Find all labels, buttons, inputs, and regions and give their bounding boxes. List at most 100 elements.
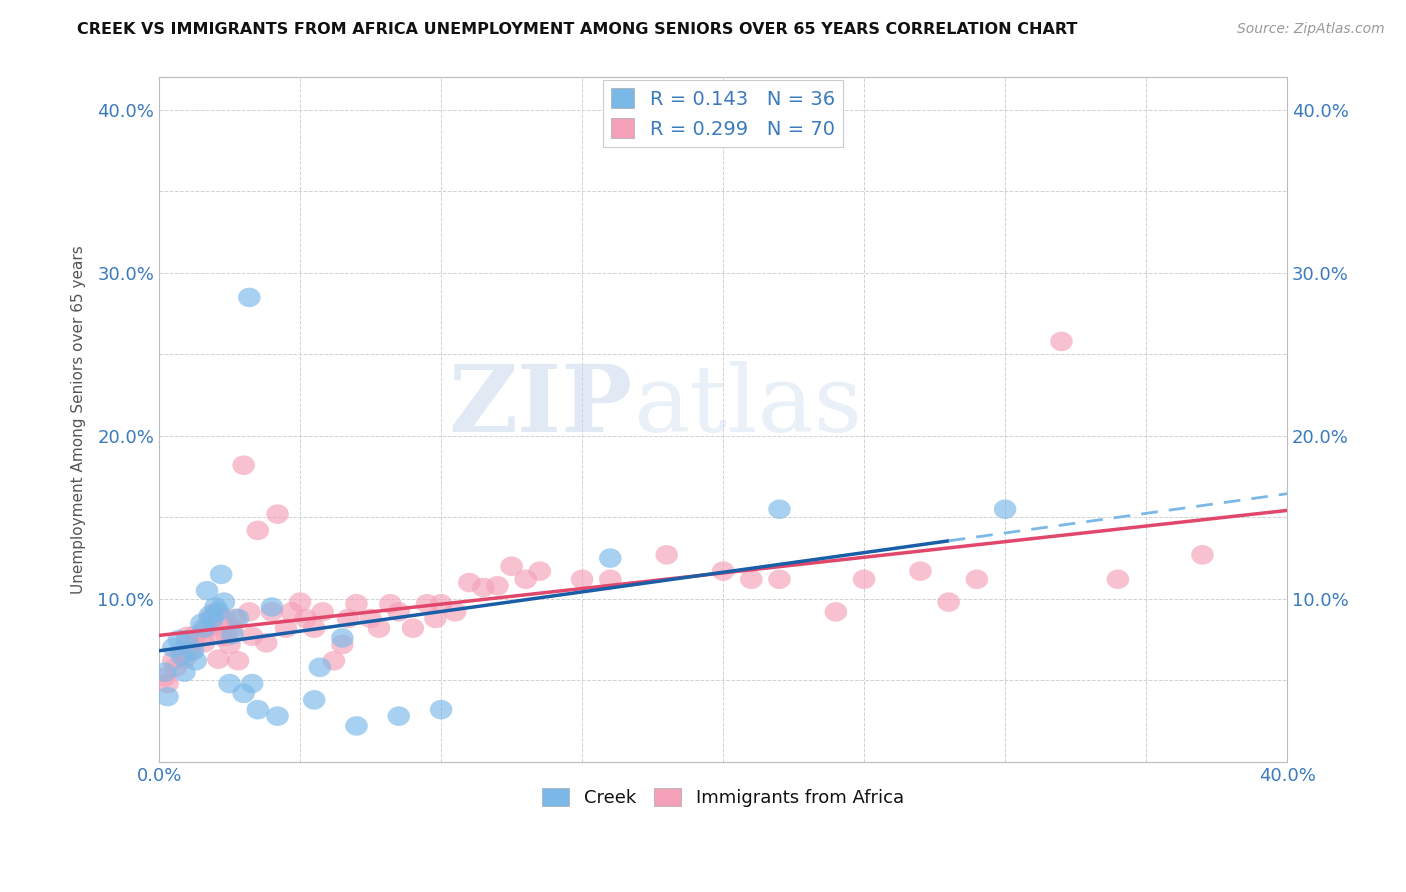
Ellipse shape: [165, 657, 187, 677]
Ellipse shape: [330, 635, 354, 654]
Ellipse shape: [232, 683, 254, 703]
Ellipse shape: [254, 633, 277, 653]
Ellipse shape: [910, 561, 932, 581]
Ellipse shape: [571, 569, 593, 589]
Ellipse shape: [240, 626, 263, 646]
Ellipse shape: [179, 641, 201, 661]
Ellipse shape: [388, 602, 411, 622]
Ellipse shape: [240, 673, 263, 693]
Legend: Creek, Immigrants from Africa: Creek, Immigrants from Africa: [536, 780, 911, 814]
Ellipse shape: [260, 602, 283, 622]
Ellipse shape: [274, 618, 297, 638]
Ellipse shape: [294, 608, 316, 628]
Ellipse shape: [198, 608, 221, 628]
Ellipse shape: [711, 561, 734, 581]
Ellipse shape: [201, 608, 224, 628]
Ellipse shape: [173, 649, 195, 669]
Ellipse shape: [198, 606, 221, 625]
Ellipse shape: [215, 626, 238, 646]
Ellipse shape: [599, 569, 621, 589]
Ellipse shape: [212, 592, 235, 612]
Ellipse shape: [322, 651, 346, 671]
Ellipse shape: [266, 706, 288, 726]
Ellipse shape: [193, 618, 215, 638]
Ellipse shape: [207, 649, 229, 669]
Ellipse shape: [181, 641, 204, 661]
Ellipse shape: [218, 673, 240, 693]
Ellipse shape: [212, 608, 235, 628]
Y-axis label: Unemployment Among Seniors over 65 years: Unemployment Among Seniors over 65 years: [72, 245, 86, 594]
Ellipse shape: [1107, 569, 1129, 589]
Ellipse shape: [195, 618, 218, 638]
Ellipse shape: [501, 557, 523, 576]
Ellipse shape: [288, 592, 311, 612]
Ellipse shape: [824, 602, 848, 622]
Ellipse shape: [209, 565, 232, 584]
Ellipse shape: [311, 602, 335, 622]
Ellipse shape: [388, 706, 411, 726]
Ellipse shape: [153, 667, 176, 687]
Ellipse shape: [184, 625, 207, 644]
Ellipse shape: [346, 594, 368, 614]
Ellipse shape: [176, 626, 198, 646]
Ellipse shape: [486, 576, 509, 596]
Ellipse shape: [221, 618, 243, 638]
Ellipse shape: [238, 287, 260, 307]
Ellipse shape: [195, 581, 218, 600]
Ellipse shape: [425, 608, 447, 628]
Ellipse shape: [368, 618, 391, 638]
Ellipse shape: [162, 638, 184, 657]
Ellipse shape: [346, 716, 368, 736]
Ellipse shape: [156, 687, 179, 706]
Ellipse shape: [280, 602, 302, 622]
Ellipse shape: [266, 504, 288, 524]
Ellipse shape: [1050, 332, 1073, 351]
Ellipse shape: [444, 602, 467, 622]
Ellipse shape: [768, 500, 790, 519]
Ellipse shape: [1191, 545, 1213, 565]
Ellipse shape: [380, 594, 402, 614]
Ellipse shape: [308, 657, 330, 677]
Text: atlas: atlas: [633, 361, 862, 451]
Ellipse shape: [337, 608, 360, 628]
Ellipse shape: [599, 549, 621, 568]
Ellipse shape: [853, 569, 876, 589]
Ellipse shape: [193, 633, 215, 653]
Ellipse shape: [330, 628, 354, 648]
Ellipse shape: [173, 663, 195, 681]
Ellipse shape: [655, 545, 678, 565]
Ellipse shape: [224, 608, 246, 628]
Ellipse shape: [246, 521, 269, 541]
Ellipse shape: [238, 602, 260, 622]
Ellipse shape: [740, 569, 762, 589]
Ellipse shape: [190, 626, 212, 646]
Ellipse shape: [162, 651, 184, 671]
Ellipse shape: [260, 598, 283, 616]
Ellipse shape: [204, 598, 226, 616]
Ellipse shape: [994, 500, 1017, 519]
Ellipse shape: [232, 456, 254, 475]
Ellipse shape: [207, 602, 229, 622]
Text: Source: ZipAtlas.com: Source: ZipAtlas.com: [1237, 22, 1385, 37]
Ellipse shape: [430, 594, 453, 614]
Ellipse shape: [221, 625, 243, 644]
Ellipse shape: [302, 690, 325, 710]
Ellipse shape: [302, 618, 325, 638]
Ellipse shape: [218, 635, 240, 654]
Ellipse shape: [402, 618, 425, 638]
Ellipse shape: [529, 561, 551, 581]
Ellipse shape: [360, 608, 382, 628]
Ellipse shape: [153, 663, 176, 681]
Ellipse shape: [170, 646, 193, 665]
Ellipse shape: [209, 626, 232, 646]
Ellipse shape: [246, 700, 269, 720]
Ellipse shape: [184, 651, 207, 671]
Ellipse shape: [226, 651, 249, 671]
Ellipse shape: [201, 616, 224, 636]
Ellipse shape: [176, 630, 198, 649]
Ellipse shape: [416, 594, 439, 614]
Ellipse shape: [204, 602, 226, 622]
Ellipse shape: [430, 700, 453, 720]
Ellipse shape: [515, 569, 537, 589]
Ellipse shape: [472, 578, 495, 598]
